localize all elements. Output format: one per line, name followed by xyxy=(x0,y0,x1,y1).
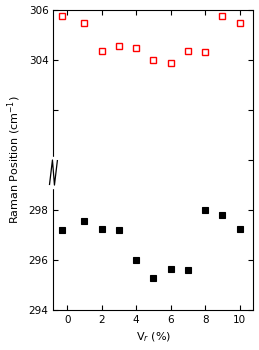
Y-axis label: Raman Position (cm$^{-1}$): Raman Position (cm$^{-1}$) xyxy=(5,96,23,224)
FancyBboxPatch shape xyxy=(48,158,59,188)
X-axis label: V$_{r}$ (%): V$_{r}$ (%) xyxy=(136,331,171,344)
